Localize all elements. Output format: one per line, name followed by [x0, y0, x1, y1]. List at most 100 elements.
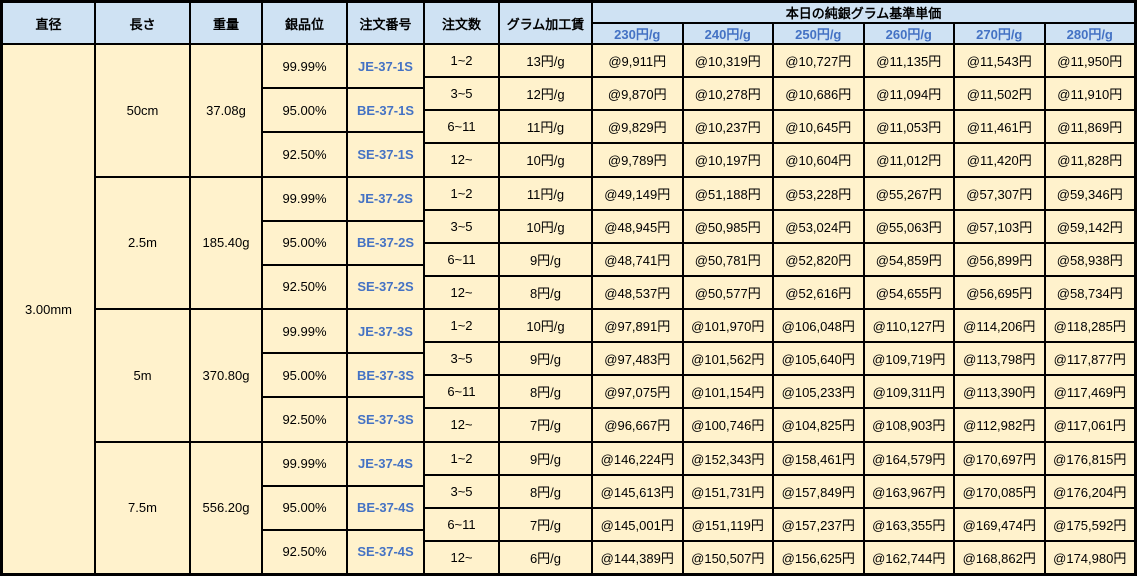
price-cell: @117,469円	[1045, 376, 1134, 408]
price-cell: @48,945円	[593, 210, 682, 242]
fee-cell: 13円/g	[500, 45, 591, 77]
price-cell: @57,307円	[955, 177, 1044, 209]
header-rate-260: 260円/g	[864, 24, 953, 43]
qty-cell: 3~5	[425, 343, 498, 375]
price-cell: @11,869円	[1045, 111, 1134, 143]
weight-cell: 370.80g	[191, 310, 261, 441]
price-cell: @176,815円	[1045, 442, 1134, 474]
price-cell: @158,461円	[774, 442, 863, 474]
price-cell: @11,053円	[864, 111, 953, 143]
price-cell: @105,233円	[774, 376, 863, 408]
fee-cell: 9円/g	[500, 442, 591, 474]
price-cell: @176,204円	[1045, 475, 1134, 507]
header-order-code: 注文番号	[348, 3, 423, 43]
price-cell: @10,278円	[683, 78, 772, 110]
price-cell: @100,746円	[683, 409, 772, 441]
price-cell: @9,829円	[593, 111, 682, 143]
price-cell: @163,967円	[864, 475, 953, 507]
price-cell: @11,012円	[864, 144, 953, 176]
price-cell: @54,655円	[864, 276, 953, 308]
purity-cell: 99.99%	[263, 442, 346, 485]
order-code-link[interactable]: JE-37-4S	[348, 442, 423, 485]
order-code-link[interactable]: BE-37-1S	[348, 89, 423, 132]
qty-cell: 12~	[425, 541, 498, 573]
header-rate-230: 230円/g	[593, 24, 682, 43]
price-cell: @101,970円	[683, 310, 772, 342]
price-cell: @50,577円	[683, 276, 772, 308]
price-cell: @117,061円	[1045, 409, 1134, 441]
price-cell: @145,001円	[593, 508, 682, 540]
price-cell: @10,645円	[774, 111, 863, 143]
price-cell: @56,899円	[955, 243, 1044, 275]
price-cell: @59,142円	[1045, 210, 1134, 242]
header-group-unit-price: 本日の純銀グラム基準単価	[593, 3, 1134, 22]
fee-cell: 8円/g	[500, 475, 591, 507]
fee-cell: 8円/g	[500, 276, 591, 308]
diameter-cell: 3.00mm	[3, 45, 94, 573]
length-cell: 2.5m	[96, 177, 189, 308]
price-cell: @106,048円	[774, 310, 863, 342]
qty-cell: 6~11	[425, 376, 498, 408]
order-code-link[interactable]: BE-37-4S	[348, 486, 423, 529]
price-cell: @9,789円	[593, 144, 682, 176]
order-code-link[interactable]: BE-37-3S	[348, 354, 423, 397]
qty-cell: 1~2	[425, 45, 498, 77]
price-cell: @10,604円	[774, 144, 863, 176]
price-cell: @118,285円	[1045, 310, 1134, 342]
weight-cell: 556.20g	[191, 442, 261, 573]
fee-cell: 9円/g	[500, 243, 591, 275]
qty-cell: 1~2	[425, 442, 498, 474]
price-cell: @113,798円	[955, 343, 1044, 375]
header-diameter: 直径	[3, 3, 94, 43]
order-code-link[interactable]: SE-37-4S	[348, 530, 423, 573]
price-cell: @11,502円	[955, 78, 1044, 110]
price-cell: @145,613円	[593, 475, 682, 507]
order-code-link[interactable]: BE-37-2S	[348, 221, 423, 264]
header-gram-fee: グラム加工賃	[500, 3, 591, 43]
length-cell: 5m	[96, 310, 189, 441]
qty-cell: 1~2	[425, 177, 498, 209]
price-cell: @11,828円	[1045, 144, 1134, 176]
price-cell: @114,206円	[955, 310, 1044, 342]
price-cell: @52,820円	[774, 243, 863, 275]
price-cell: @59,346円	[1045, 177, 1134, 209]
price-cell: @10,686円	[774, 78, 863, 110]
qty-cell: 6~11	[425, 111, 498, 143]
order-code-link[interactable]: SE-37-3S	[348, 398, 423, 441]
price-cell: @96,667円	[593, 409, 682, 441]
price-cell: @54,859円	[864, 243, 953, 275]
price-cell: @105,640円	[774, 343, 863, 375]
order-code-link[interactable]: SE-37-2S	[348, 265, 423, 308]
price-cell: @162,744円	[864, 541, 953, 573]
fee-cell: 10円/g	[500, 310, 591, 342]
price-cell: @169,474円	[955, 508, 1044, 540]
price-cell: @11,950円	[1045, 45, 1134, 77]
order-code-link[interactable]: JE-37-2S	[348, 177, 423, 220]
fee-cell: 6円/g	[500, 541, 591, 573]
fee-cell: 12円/g	[500, 78, 591, 110]
price-cell: @151,119円	[683, 508, 772, 540]
qty-cell: 3~5	[425, 210, 498, 242]
price-cell: @52,616円	[774, 276, 863, 308]
price-cell: @11,910円	[1045, 78, 1134, 110]
price-cell: @11,461円	[955, 111, 1044, 143]
price-cell: @157,849円	[774, 475, 863, 507]
price-cell: @170,085円	[955, 475, 1044, 507]
purity-cell: 99.99%	[263, 45, 346, 88]
weight-cell: 185.40g	[191, 177, 261, 308]
price-cell: @151,731円	[683, 475, 772, 507]
purity-cell: 99.99%	[263, 177, 346, 220]
order-code-link[interactable]: JE-37-1S	[348, 45, 423, 88]
fee-cell: 7円/g	[500, 508, 591, 540]
price-cell: @57,103円	[955, 210, 1044, 242]
price-cell: @109,719円	[864, 343, 953, 375]
price-cell: @48,537円	[593, 276, 682, 308]
price-cell: @97,075円	[593, 376, 682, 408]
price-cell: @108,903円	[864, 409, 953, 441]
order-code-link[interactable]: SE-37-1S	[348, 133, 423, 176]
price-cell: @48,741円	[593, 243, 682, 275]
price-cell: @163,355円	[864, 508, 953, 540]
price-cell: @51,188円	[683, 177, 772, 209]
order-code-link[interactable]: JE-37-3S	[348, 310, 423, 353]
purity-cell: 95.00%	[263, 354, 346, 397]
